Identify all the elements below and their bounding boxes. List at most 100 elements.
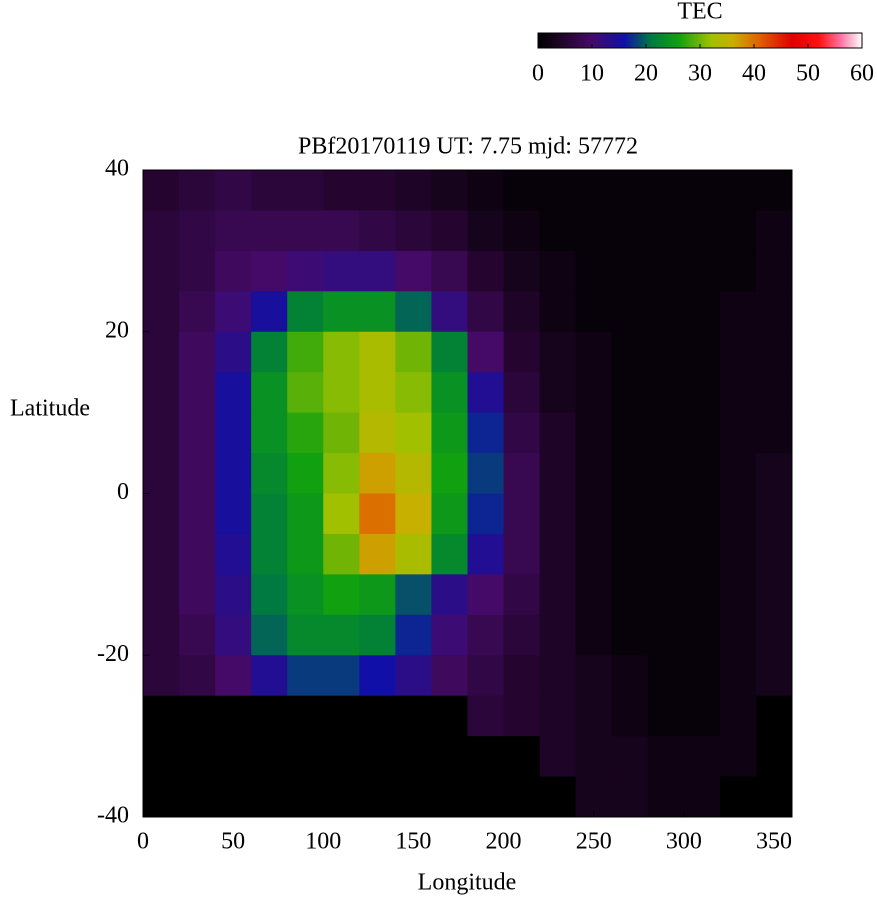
heat-cell xyxy=(647,655,685,697)
heat-cell xyxy=(719,210,757,252)
heat-cell xyxy=(755,695,793,737)
heat-cell xyxy=(395,412,432,454)
heat-cell xyxy=(287,291,324,333)
heat-cell xyxy=(683,210,721,252)
heat-cell xyxy=(179,776,216,818)
heat-cell xyxy=(251,250,288,292)
heat-cell xyxy=(143,210,180,252)
heat-cell xyxy=(323,250,360,292)
heat-cell xyxy=(143,574,180,616)
heat-cell xyxy=(539,210,577,252)
heat-cell xyxy=(359,736,396,778)
heat-cell xyxy=(467,695,505,737)
heat-cell xyxy=(611,170,649,211)
heat-cell xyxy=(323,210,360,252)
heat-cell xyxy=(719,574,757,616)
y-axis-label: Latitude xyxy=(10,396,90,422)
heat-cell xyxy=(179,331,216,373)
colorbar-title: TEC xyxy=(677,0,722,25)
heat-cell xyxy=(431,776,468,818)
heat-cell xyxy=(467,776,505,818)
heat-cell xyxy=(539,493,577,535)
heat-cell xyxy=(143,453,180,494)
heat-cell xyxy=(683,372,721,414)
heat-cell xyxy=(467,655,505,697)
heat-cell xyxy=(251,291,288,333)
heat-cell xyxy=(287,412,324,454)
heat-cell xyxy=(323,331,360,373)
heat-cell xyxy=(575,736,613,778)
heat-cell xyxy=(503,250,541,292)
heat-cell xyxy=(539,372,577,414)
colorbar-tick-label: 10 xyxy=(580,61,604,87)
heat-cell xyxy=(647,574,685,616)
heat-cell xyxy=(251,776,288,818)
heat-cell xyxy=(287,493,324,535)
heat-cell xyxy=(719,695,757,737)
heat-cell xyxy=(503,331,541,373)
heat-cell xyxy=(431,372,468,414)
heat-cell xyxy=(539,170,577,211)
heat-cell xyxy=(503,776,541,818)
heat-cell xyxy=(467,210,505,252)
x-tick-label: 0 xyxy=(137,829,149,855)
heat-cell xyxy=(539,614,577,656)
heat-cell xyxy=(323,170,360,211)
heat-cell xyxy=(251,695,288,737)
heat-cell xyxy=(143,331,180,373)
heat-cell xyxy=(395,210,432,252)
heat-cell xyxy=(251,493,288,535)
heat-cell xyxy=(539,736,577,778)
heat-cell xyxy=(431,533,468,575)
heat-cell xyxy=(143,533,180,575)
heat-cell xyxy=(575,574,613,616)
heat-cell xyxy=(719,291,757,333)
heat-cell xyxy=(647,291,685,333)
heat-cell xyxy=(503,493,541,535)
heat-cell xyxy=(611,776,649,818)
heat-cell xyxy=(359,412,396,454)
heat-cell xyxy=(287,655,324,697)
heat-cell xyxy=(179,614,216,656)
x-tick-label: 50 xyxy=(221,829,245,855)
heat-cell xyxy=(143,250,180,292)
x-tick-label: 300 xyxy=(666,829,702,855)
colorbar-tick-label: 60 xyxy=(850,61,874,87)
heat-cell xyxy=(467,331,505,373)
heat-cell xyxy=(395,533,432,575)
heat-cell xyxy=(359,331,396,373)
heat-cell xyxy=(683,250,721,292)
heat-cell xyxy=(287,776,324,818)
heat-cell xyxy=(611,250,649,292)
heat-cell xyxy=(755,493,793,535)
heat-cell xyxy=(395,776,432,818)
heat-cell xyxy=(755,412,793,454)
heat-cell xyxy=(143,695,180,737)
heat-cell xyxy=(359,655,396,697)
y-tick-label: 20 xyxy=(105,317,129,343)
heat-cell xyxy=(539,412,577,454)
heat-cell xyxy=(755,372,793,414)
colorbar-tick-label: 50 xyxy=(796,61,820,87)
heat-cell xyxy=(143,170,180,211)
heat-cell xyxy=(683,776,721,818)
heat-cell xyxy=(359,210,396,252)
heat-cell xyxy=(323,493,360,535)
heat-cell xyxy=(575,614,613,656)
heat-cell xyxy=(755,614,793,656)
heat-cell xyxy=(323,695,360,737)
heat-cell xyxy=(575,372,613,414)
heat-cell xyxy=(647,493,685,535)
heat-cell xyxy=(647,614,685,656)
heat-cell xyxy=(215,493,252,535)
heat-cell xyxy=(323,574,360,616)
heat-cell xyxy=(539,695,577,737)
heat-cell xyxy=(539,776,577,818)
heat-cell xyxy=(215,210,252,252)
heat-cell xyxy=(503,291,541,333)
heat-cell xyxy=(215,412,252,454)
heat-cell xyxy=(719,170,757,211)
heat-cell xyxy=(683,574,721,616)
heat-cell xyxy=(467,533,505,575)
heat-cell xyxy=(467,614,505,656)
